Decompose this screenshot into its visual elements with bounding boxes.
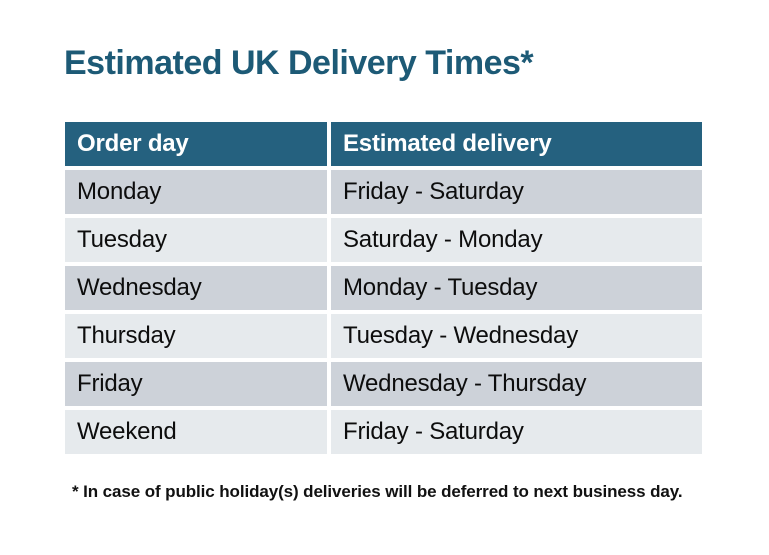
- column-header-estimated-delivery: Estimated delivery: [331, 122, 702, 166]
- cell-order-day: Tuesday: [65, 218, 327, 262]
- cell-estimated-delivery: Wednesday - Thursday: [331, 362, 702, 406]
- cell-order-day: Weekend: [65, 410, 327, 454]
- page-title: Estimated UK Delivery Times*: [64, 44, 534, 82]
- cell-estimated-delivery: Friday - Saturday: [331, 410, 702, 454]
- delivery-times-table: Order day Estimated delivery Monday Frid…: [65, 122, 702, 454]
- cell-estimated-delivery: Tuesday - Wednesday: [331, 314, 702, 358]
- cell-estimated-delivery: Monday - Tuesday: [331, 266, 702, 310]
- public-holiday-footnote: * In case of public holiday(s) deliverie…: [72, 482, 683, 501]
- cell-order-day: Friday: [65, 362, 327, 406]
- cell-estimated-delivery: Saturday - Monday: [331, 218, 702, 262]
- column-header-order-day: Order day: [65, 122, 327, 166]
- cell-order-day: Thursday: [65, 314, 327, 358]
- cell-order-day: Wednesday: [65, 266, 327, 310]
- cell-estimated-delivery: Friday - Saturday: [331, 170, 702, 214]
- cell-order-day: Monday: [65, 170, 327, 214]
